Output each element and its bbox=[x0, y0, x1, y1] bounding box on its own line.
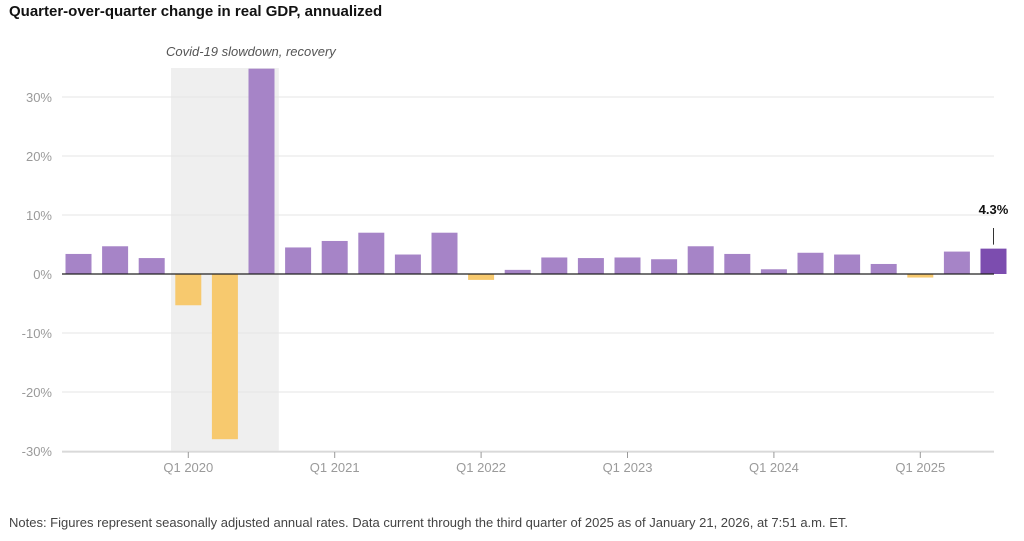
bar bbox=[907, 274, 934, 278]
x-tick-label: Q1 2020 bbox=[163, 460, 213, 475]
bar bbox=[797, 252, 824, 274]
x-tick-label: Q1 2021 bbox=[310, 460, 360, 475]
bar bbox=[138, 258, 165, 274]
grid-layer: 30% 20% 10% 0% -10% -20% -30% bbox=[22, 90, 994, 459]
bar bbox=[870, 263, 897, 274]
axis-layer: Q1 2020 Q1 2021 Q1 2022 Q1 2023 Q1 2024 Q1 20… bbox=[62, 273, 994, 475]
bar bbox=[614, 257, 641, 274]
bar bbox=[468, 274, 495, 280]
bar bbox=[943, 251, 970, 274]
bar bbox=[577, 258, 604, 274]
y-tick-label: 30% bbox=[26, 90, 52, 105]
bar bbox=[102, 246, 129, 274]
y-tick-label: 10% bbox=[26, 208, 52, 223]
bar bbox=[504, 269, 531, 274]
bar bbox=[651, 259, 678, 274]
y-tick-label: -10% bbox=[22, 326, 53, 341]
x-tick-label: Q1 2024 bbox=[749, 460, 799, 475]
y-tick-label: 0% bbox=[33, 267, 52, 282]
annotation-layer: 4.3% bbox=[979, 202, 1009, 245]
bar bbox=[321, 240, 348, 274]
bar bbox=[175, 274, 202, 306]
bar bbox=[541, 257, 568, 274]
bar bbox=[211, 274, 238, 440]
covid-region-label: Covid-19 slowdown, recovery bbox=[166, 44, 337, 59]
bar bbox=[358, 232, 385, 274]
y-tick-label: 20% bbox=[26, 149, 52, 164]
bar bbox=[248, 68, 275, 275]
y-tick-label: -30% bbox=[22, 444, 53, 459]
bar bbox=[687, 246, 714, 274]
bar-layer bbox=[65, 68, 1007, 440]
bar bbox=[394, 254, 421, 274]
chart-notes: Notes: Figures represent seasonally adju… bbox=[9, 515, 848, 530]
y-tick-label: -20% bbox=[22, 385, 53, 400]
annotation-label: 4.3% bbox=[979, 202, 1009, 217]
bar bbox=[65, 253, 92, 274]
bar bbox=[285, 247, 312, 274]
bar bbox=[724, 253, 751, 274]
x-tick-label: Q1 2023 bbox=[603, 460, 653, 475]
bar bbox=[980, 248, 1007, 274]
bar bbox=[834, 254, 861, 274]
x-tick-label: Q1 2025 bbox=[895, 460, 945, 475]
x-tick-label: Q1 2022 bbox=[456, 460, 506, 475]
chart-title: Quarter-over-quarter change in real GDP,… bbox=[9, 3, 383, 20]
bar bbox=[431, 232, 458, 274]
bar bbox=[760, 269, 787, 274]
